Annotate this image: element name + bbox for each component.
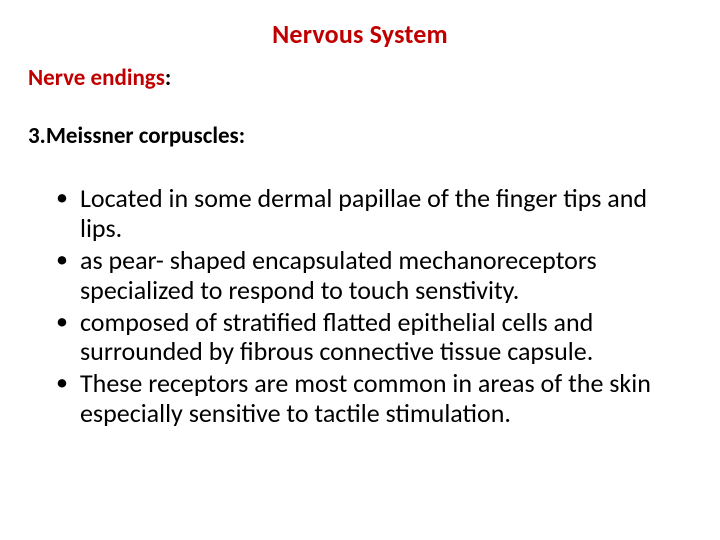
list-item: Located in some dermal papillae of the f… xyxy=(56,184,686,244)
subheader-colon: : xyxy=(165,64,171,92)
numbered-text: Meissner corpuscles: xyxy=(46,122,245,150)
nerve-endings-subheader: Nerve endings: xyxy=(28,64,692,92)
list-item: These receptors are most common in areas… xyxy=(56,369,686,429)
slide: Nervous System Nerve endings: 3.Meissner… xyxy=(0,0,720,540)
list-item: composed of stratified flatted epithelia… xyxy=(56,308,686,368)
list-item: as pear- shaped encapsulated mechanorece… xyxy=(56,246,686,306)
numbered-heading: 3.Meissner corpuscles: xyxy=(28,122,692,150)
subheader-label: Nerve endings xyxy=(28,64,165,92)
bullet-list: Located in some dermal papillae of the f… xyxy=(28,184,692,429)
numbered-num: 3. xyxy=(28,122,46,150)
slide-title: Nervous System xyxy=(28,18,692,50)
